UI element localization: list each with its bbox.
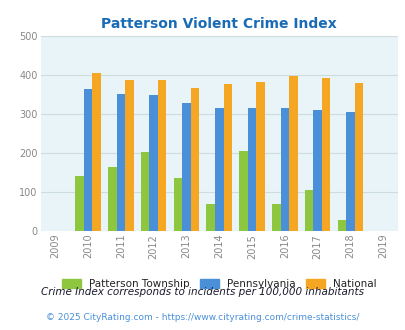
Bar	[256, 82, 264, 231]
Bar	[141, 152, 149, 231]
Bar	[75, 177, 84, 231]
Bar	[304, 190, 313, 231]
Bar	[206, 204, 215, 231]
Bar	[116, 94, 125, 231]
Bar	[92, 73, 101, 231]
Bar	[288, 77, 297, 231]
Bar	[337, 220, 345, 231]
Bar	[271, 204, 280, 231]
Title: Patterson Violent Crime Index: Patterson Violent Crime Index	[101, 17, 336, 31]
Legend: Patterson Township, Pennsylvania, National: Patterson Township, Pennsylvania, Nation…	[62, 279, 376, 289]
Bar	[239, 151, 247, 231]
Bar	[108, 167, 116, 231]
Bar	[84, 89, 92, 231]
Text: © 2025 CityRating.com - https://www.cityrating.com/crime-statistics/: © 2025 CityRating.com - https://www.city…	[46, 313, 359, 322]
Bar	[173, 179, 182, 231]
Bar	[280, 108, 288, 231]
Bar	[247, 108, 256, 231]
Bar	[125, 80, 133, 231]
Bar	[215, 108, 223, 231]
Text: Crime Index corresponds to incidents per 100,000 inhabitants: Crime Index corresponds to incidents per…	[41, 287, 364, 297]
Bar	[345, 112, 354, 231]
Bar	[149, 95, 158, 231]
Bar	[158, 80, 166, 231]
Bar	[190, 88, 199, 231]
Bar	[313, 110, 321, 231]
Bar	[321, 78, 330, 231]
Bar	[354, 83, 362, 231]
Bar	[223, 84, 231, 231]
Bar	[182, 103, 190, 231]
